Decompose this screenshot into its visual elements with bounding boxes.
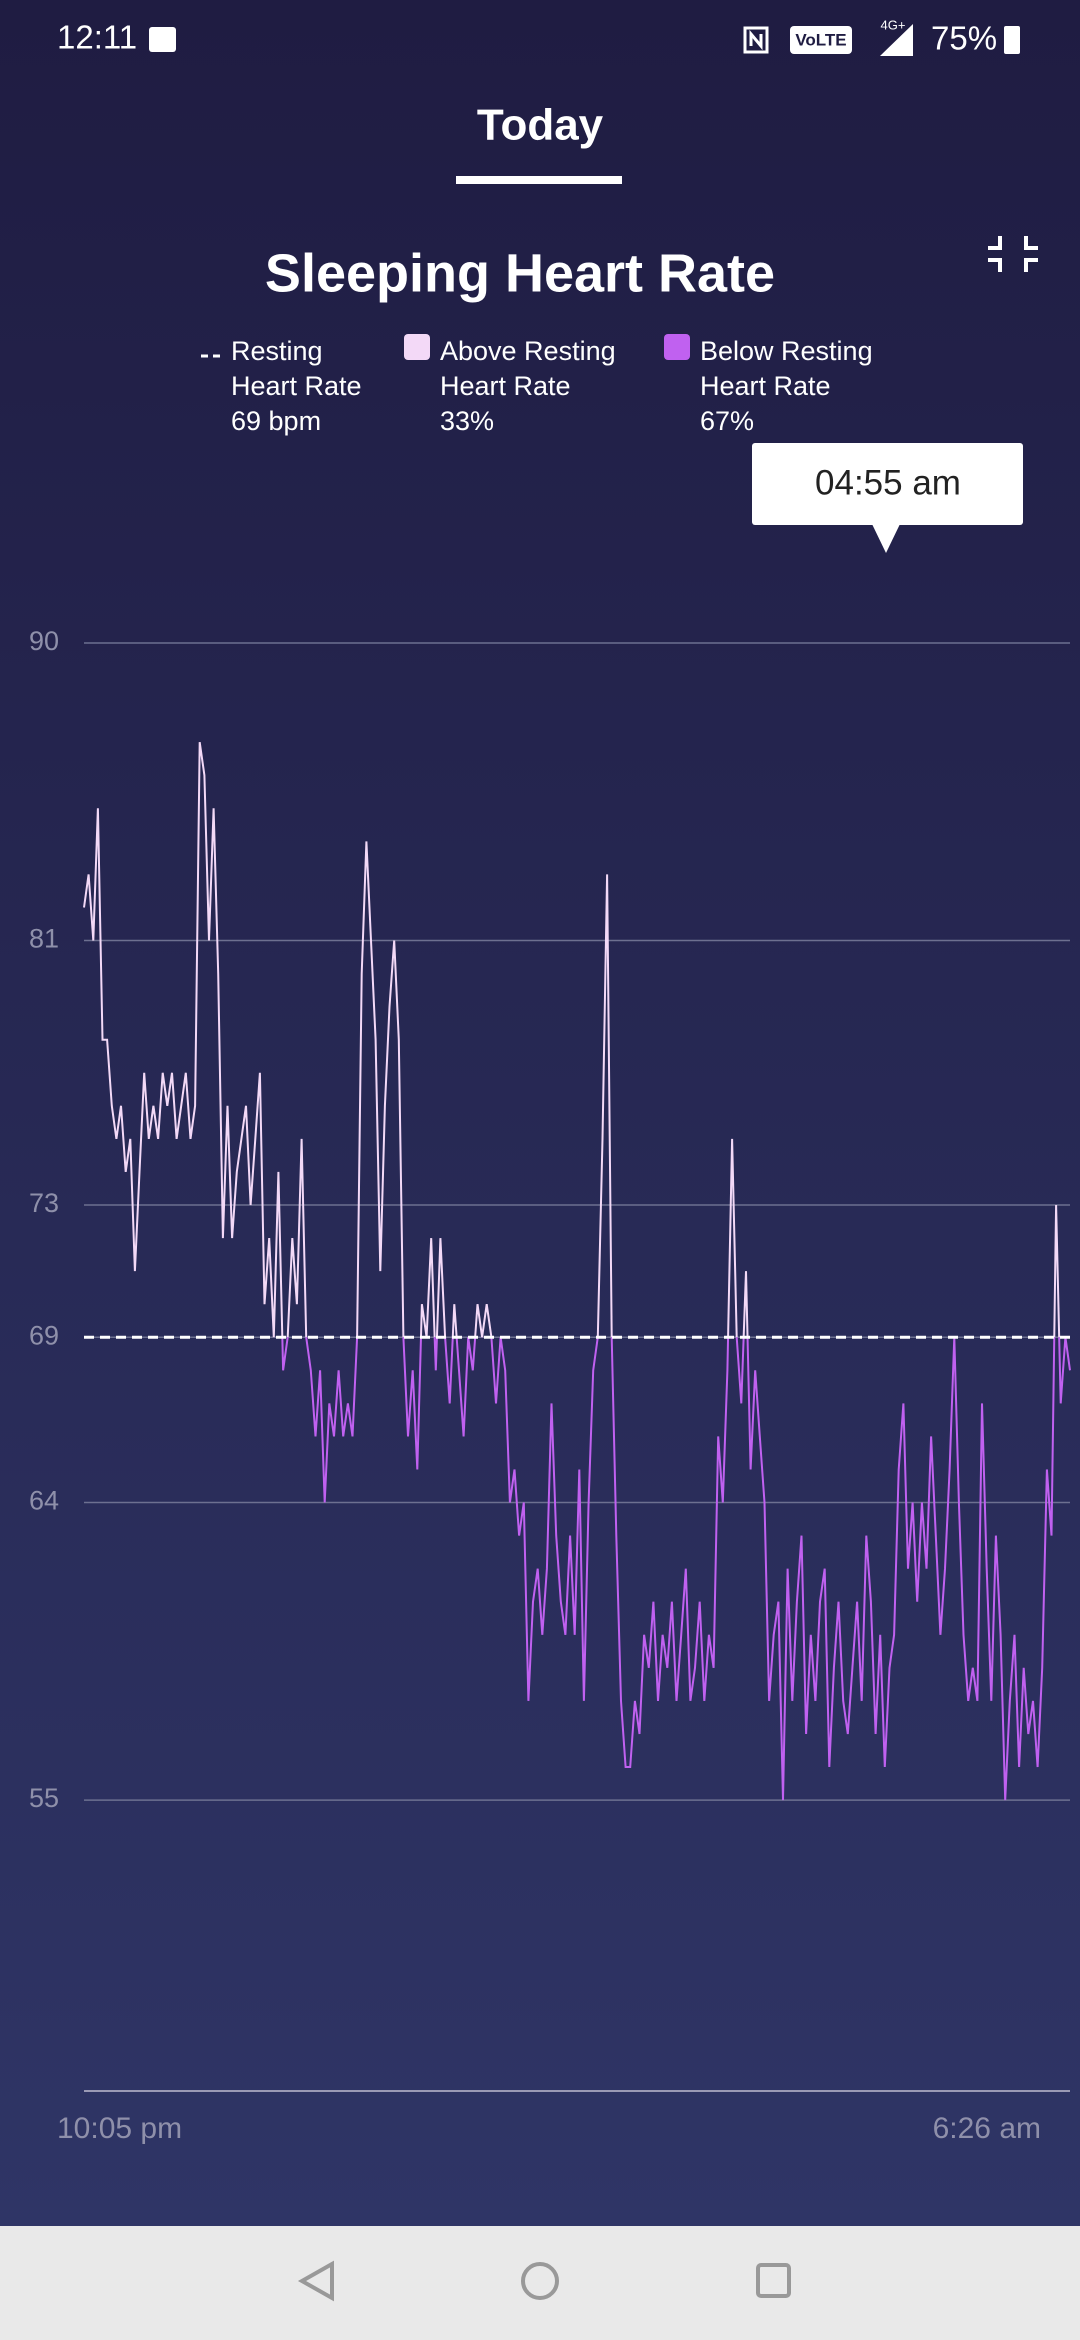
volte-text: VoLTE: [795, 30, 846, 49]
nfc-icon: [743, 26, 769, 54]
tooltip-text: 04:55 am: [815, 463, 961, 502]
legend-below: Below Resting Heart Rate 67%: [700, 334, 910, 439]
y-tick-label: 73: [29, 1188, 59, 1218]
y-tick-label: 55: [29, 1783, 59, 1813]
tooltip-pointer: [872, 524, 900, 553]
legend-label: Above Resting Heart Rate: [440, 336, 616, 401]
signal-icon: [880, 24, 913, 56]
below-legend-marker: [664, 334, 690, 360]
chart-title: Sleeping Heart Rate: [265, 243, 775, 303]
legend-above: Above Resting Heart Rate 33%: [440, 334, 640, 439]
y-tick-label: 90: [29, 626, 59, 656]
x-tick-label: 10:05 pm: [57, 2112, 182, 2145]
nav-back[interactable]: [297, 2260, 334, 2302]
y-tick-label: 64: [29, 1486, 59, 1516]
tooltip-box: [752, 443, 1023, 525]
legend-resting: Resting Heart Rate 69 bpm: [231, 334, 391, 439]
battery-text: 75%: [931, 20, 997, 57]
legend-value: 33%: [440, 406, 495, 436]
x-tick-label: 6:26 am: [933, 2112, 1041, 2145]
nav-home[interactable]: [521, 2262, 559, 2300]
line-below: [281, 1337, 1071, 1801]
nav-bar: [0, 2226, 1080, 2340]
y-tick-label: 69: [29, 1320, 59, 1350]
y-tick-label: 81: [29, 924, 59, 954]
tab-underline: [456, 176, 622, 184]
tab-today[interactable]: Today: [477, 101, 604, 150]
volte-badge: [790, 26, 852, 54]
legend-label: Below Resting Heart Rate: [700, 336, 873, 401]
legend-value: 69 bpm: [231, 406, 322, 436]
legend-label: Resting Heart Rate: [231, 336, 362, 401]
legend-value: 67%: [700, 406, 755, 436]
above-legend-marker: [404, 334, 430, 360]
status-time: 12:11: [57, 19, 137, 56]
gallery-icon: [149, 27, 176, 52]
line-above: [83, 742, 1067, 1338]
nav-recents[interactable]: [756, 2263, 791, 2298]
network-text: 4G+: [881, 17, 906, 32]
collapse-button[interactable]: [988, 236, 1038, 272]
battery-icon: [1004, 26, 1020, 54]
